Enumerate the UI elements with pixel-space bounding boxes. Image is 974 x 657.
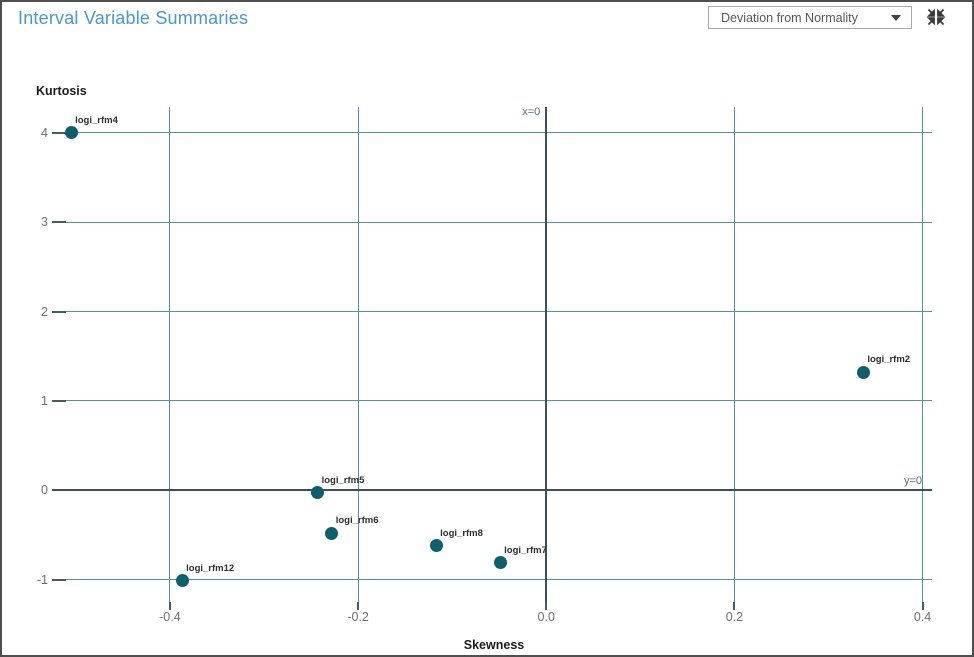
data-point[interactable] (325, 526, 339, 540)
panel-header: Interval Variable Summaries Deviation fr… (2, 2, 972, 36)
gridline-vertical (733, 107, 735, 602)
data-point-label: logi_rfm6 (335, 515, 379, 527)
y-axis-tick-label: 0 (41, 483, 48, 498)
data-point-label: logi_rfm8 (440, 527, 483, 539)
data-point[interactable] (175, 574, 189, 588)
y-axis-tick-label: 1 (41, 393, 48, 408)
y-axis-tick-label: 4 (41, 125, 48, 140)
data-point-label: logi_rfm4 (75, 114, 118, 126)
reference-line-x0-label: x=0 (522, 106, 541, 118)
gridline-vertical (169, 107, 171, 602)
data-point[interactable] (429, 539, 443, 553)
x-axis-tick-label: -0.2 (347, 610, 369, 624)
gridline-horizontal (57, 311, 932, 313)
gridline-vertical (922, 107, 924, 602)
data-point[interactable] (856, 365, 870, 379)
x-axis-tick-label: 0.4 (913, 610, 932, 624)
y-axis-tick-label: 3 (41, 215, 48, 230)
gridline-horizontal (57, 579, 932, 581)
data-point-label: logi_rfm12 (186, 562, 235, 574)
y-axis-tick (52, 578, 66, 581)
gridline-horizontal (57, 221, 932, 223)
metric-dropdown[interactable]: Deviation from Normality (708, 6, 912, 29)
x-axis-tick (921, 602, 924, 610)
collapse-icon (926, 8, 946, 26)
data-point[interactable] (493, 556, 507, 570)
data-point-label: logi_rfm7 (504, 544, 547, 556)
data-point[interactable] (311, 486, 325, 500)
collapse-button[interactable] (924, 6, 948, 28)
data-point[interactable] (64, 126, 78, 140)
reference-line-y0-label: y=0 (903, 475, 922, 488)
x-axis-title: Skewness (463, 638, 525, 652)
metric-dropdown-value: Deviation from Normality (721, 10, 858, 25)
x-axis-tick (545, 602, 548, 610)
y-axis-tick (52, 221, 66, 224)
y-axis-tick-label: -1 (36, 572, 48, 587)
x-axis-tick-label: 0.0 (537, 610, 555, 624)
data-point-label: logi_rfm2 (867, 354, 911, 366)
x-axis-tick (733, 602, 736, 610)
reference-line-y0 (52, 489, 932, 492)
y-axis-title: Kurtosis (36, 84, 87, 98)
panel-title: Interval Variable Summaries (18, 8, 249, 28)
x-axis-tick-label: -0.4 (159, 610, 181, 624)
y-axis-tick (52, 310, 66, 313)
gridline-horizontal (57, 400, 932, 402)
reference-line-x0 (545, 107, 548, 602)
data-point-label: logi_rfm5 (321, 474, 365, 486)
y-axis-tick (52, 399, 66, 402)
x-axis-tick (168, 602, 171, 610)
y-axis-tick-label: 2 (41, 304, 48, 319)
gridline-horizontal (57, 132, 932, 134)
gridline-vertical (357, 107, 359, 602)
x-axis-tick-label: 0.2 (725, 610, 744, 624)
dropdown-caret-icon (891, 14, 901, 21)
y-axis-tick (52, 131, 66, 134)
x-axis-tick (357, 602, 360, 610)
